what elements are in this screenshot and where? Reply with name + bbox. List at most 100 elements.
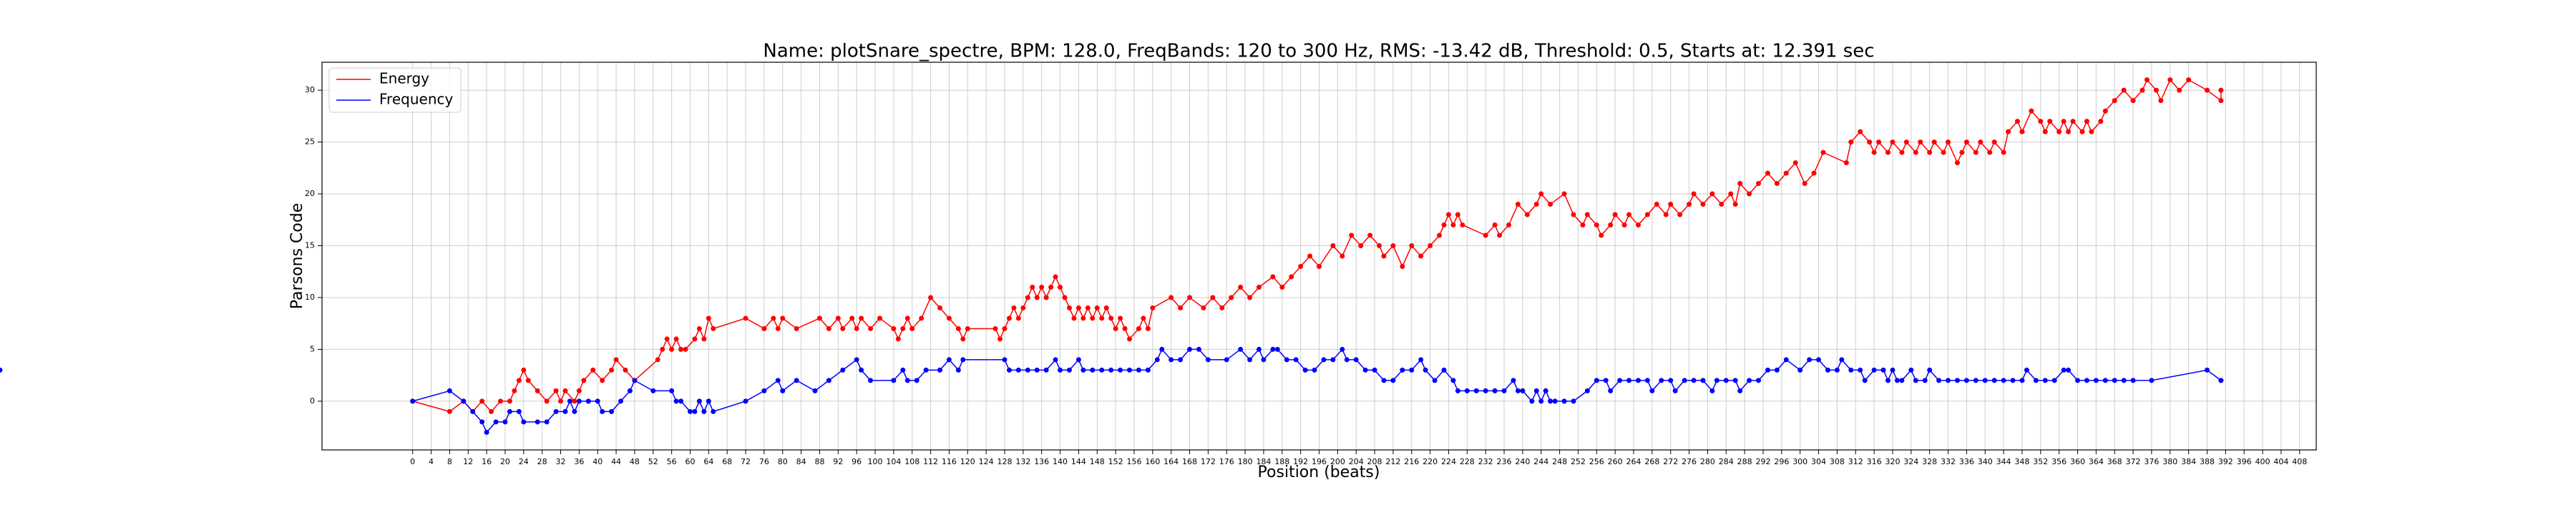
point [1210, 295, 1216, 300]
point [609, 408, 615, 414]
point [696, 398, 702, 404]
point [1876, 139, 1882, 145]
x-tick-label: 320 [1885, 457, 1900, 466]
point [572, 398, 577, 404]
point [743, 398, 748, 404]
point [812, 388, 818, 393]
point [1187, 346, 1193, 352]
point [1747, 378, 1752, 383]
x-tick-label: 64 [703, 457, 713, 466]
point [1274, 346, 1280, 352]
point [1025, 295, 1030, 300]
point [512, 388, 517, 393]
x-tick-label: 132 [1015, 457, 1030, 466]
point [2038, 119, 2044, 124]
point [1552, 398, 1558, 404]
point [2019, 378, 2025, 383]
point [1150, 305, 1156, 310]
point [1020, 305, 1026, 310]
point [1381, 378, 1387, 383]
point [1918, 139, 1923, 145]
point [1529, 398, 1535, 404]
point [1075, 305, 1081, 310]
point [1862, 378, 1868, 383]
legend-label: Frequency [379, 91, 453, 108]
x-tick-label: 104 [886, 457, 901, 466]
point [1644, 378, 1650, 383]
point [1973, 378, 1979, 383]
x-tick-label: 236 [1497, 457, 1512, 466]
point [1594, 378, 1599, 383]
x-tick-label: 396 [2237, 457, 2252, 466]
point [771, 315, 776, 321]
x-tick-label: 252 [1571, 457, 1586, 466]
x-tick-label: 392 [2218, 457, 2233, 466]
point [687, 408, 693, 414]
x-tick-label: 44 [611, 457, 621, 466]
point [895, 336, 901, 342]
point [2158, 98, 2164, 104]
x-tick-label: 280 [1700, 457, 1715, 466]
point [1524, 212, 1530, 217]
point [479, 419, 485, 425]
point [794, 378, 799, 383]
point [1959, 149, 1965, 155]
point [2204, 367, 2210, 373]
point [1075, 357, 1081, 363]
point [1538, 191, 1544, 197]
point [1890, 139, 1896, 145]
point [1122, 325, 1128, 331]
point [502, 419, 508, 425]
point [1428, 243, 1433, 249]
point [904, 378, 910, 383]
point [1561, 191, 1567, 197]
x-tick-label: 268 [1644, 457, 1659, 466]
point [581, 378, 587, 383]
point [1584, 388, 1590, 393]
point [609, 367, 615, 373]
x-tick-label: 204 [1349, 457, 1364, 466]
point [1991, 139, 1997, 145]
point [946, 357, 952, 363]
point [859, 367, 864, 373]
point [1987, 149, 1993, 155]
point [816, 315, 822, 321]
point [877, 315, 882, 321]
x-tick-label: 304 [1811, 457, 1826, 466]
point [2130, 98, 2136, 104]
point [1700, 202, 1706, 207]
point [1136, 325, 1141, 331]
point [1455, 388, 1460, 393]
point [660, 346, 665, 352]
point [1053, 357, 1058, 363]
point [1612, 212, 1618, 217]
point [489, 408, 494, 414]
point [2057, 129, 2062, 134]
point [1400, 367, 1405, 373]
point [1400, 263, 1405, 269]
point [937, 305, 943, 310]
point [1247, 295, 1253, 300]
point [507, 398, 512, 404]
point [1548, 398, 1553, 404]
x-tick-label: 72 [741, 457, 751, 466]
point [919, 315, 924, 321]
point [2140, 87, 2145, 93]
point [1954, 160, 1960, 166]
point [632, 378, 638, 383]
point [1261, 357, 1267, 363]
x-tick-label: 408 [2292, 457, 2307, 466]
point [1723, 378, 1729, 383]
point [1515, 388, 1521, 393]
point [1867, 139, 1873, 145]
point [600, 378, 605, 383]
x-tick-label: 164 [1163, 457, 1179, 466]
point [946, 315, 952, 321]
point [1015, 315, 1021, 321]
x-tick-label: 56 [667, 457, 677, 466]
point [1445, 212, 1451, 217]
point [1238, 284, 1244, 290]
x-tick-label: 372 [2126, 457, 2141, 466]
point [2102, 108, 2108, 114]
point [1034, 295, 1040, 300]
